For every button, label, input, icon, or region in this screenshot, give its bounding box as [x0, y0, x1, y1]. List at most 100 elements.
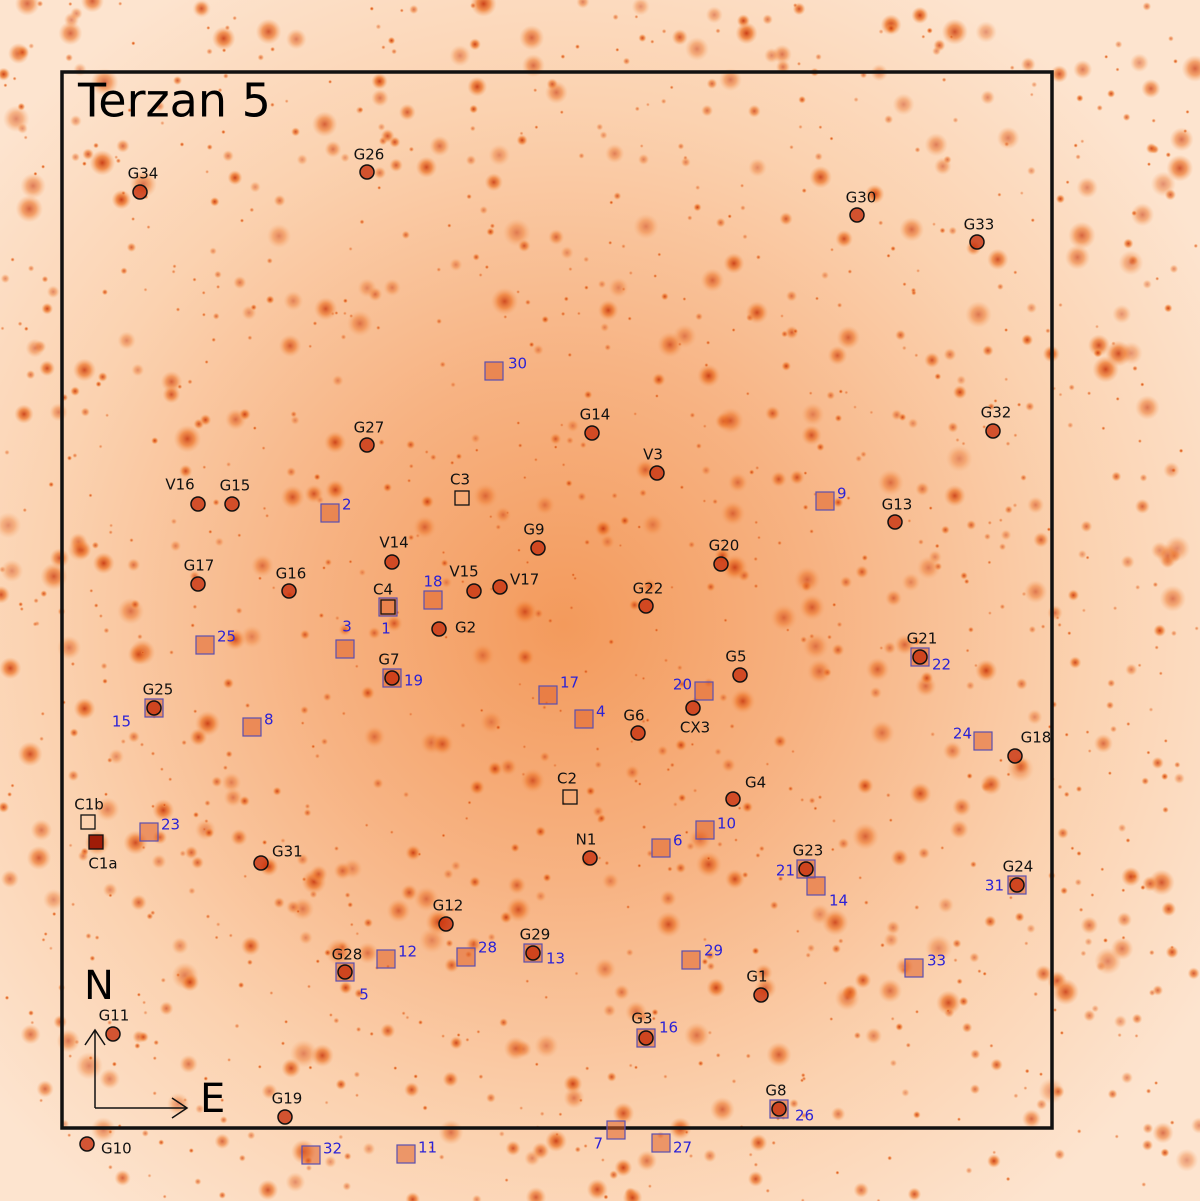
star [634, 1065, 638, 1070]
star [209, 196, 220, 207]
star [126, 558, 141, 572]
circle-label: G5 [725, 648, 746, 666]
source-square [195, 635, 215, 655]
star [188, 887, 196, 895]
star [1139, 473, 1148, 482]
star [657, 331, 683, 358]
star [885, 920, 901, 935]
star [449, 258, 463, 272]
star [93, 142, 99, 149]
star [769, 900, 779, 910]
source-circle [146, 700, 162, 716]
star [525, 979, 530, 984]
star [469, 779, 486, 796]
star [604, 343, 612, 351]
star [243, 874, 248, 879]
star [479, 205, 489, 215]
star [576, 311, 581, 316]
star [1093, 733, 1113, 754]
source-circle [530, 540, 546, 556]
star [204, 360, 209, 364]
star [1112, 304, 1132, 324]
star [1080, 950, 1087, 957]
star [402, 791, 410, 798]
star [796, 61, 802, 66]
star [265, 295, 275, 305]
square-label: 2 [342, 496, 352, 514]
star [1028, 625, 1037, 634]
star [147, 1173, 152, 1178]
star [721, 757, 736, 773]
star [697, 1060, 704, 1067]
star [600, 322, 610, 333]
star [465, 154, 477, 166]
star [299, 629, 311, 640]
star [331, 374, 344, 387]
star [654, 628, 659, 633]
star [731, 328, 736, 332]
named-square [380, 599, 396, 615]
star [0, 273, 10, 284]
star [324, 558, 333, 567]
star [755, 852, 761, 859]
star [408, 463, 414, 469]
star [41, 164, 46, 169]
star [934, 543, 940, 549]
source-square [139, 822, 159, 842]
star [1029, 92, 1034, 97]
star [1026, 302, 1037, 314]
star [1142, 1123, 1154, 1134]
star [179, 1054, 198, 1074]
star [94, 935, 100, 940]
star [1120, 554, 1135, 569]
star [418, 927, 446, 954]
star [987, 520, 992, 525]
named-square-label: C4 [373, 581, 393, 599]
star [1151, 756, 1164, 770]
square-label: 18 [423, 573, 442, 591]
star [227, 170, 243, 186]
star [559, 423, 564, 427]
star [73, 697, 96, 720]
star [192, 604, 198, 610]
star [107, 1020, 113, 1026]
star [800, 1198, 805, 1201]
star [860, 451, 867, 458]
source-circle [685, 700, 701, 716]
source-circle [638, 1030, 654, 1046]
star [239, 218, 245, 223]
star [1145, 142, 1157, 154]
star [955, 437, 960, 443]
star [205, 914, 211, 919]
star [422, 1105, 428, 1111]
star [488, 144, 511, 167]
star [222, 677, 235, 689]
square-label: 15 [112, 713, 131, 731]
source-circle [849, 207, 865, 223]
star [273, 896, 285, 909]
star [153, 1039, 159, 1046]
star [114, 155, 119, 160]
star [982, 971, 987, 976]
star [46, 285, 60, 299]
star [1080, 139, 1085, 144]
star [167, 1092, 190, 1116]
star [607, 638, 615, 646]
star [946, 1008, 951, 1013]
star [26, 845, 52, 871]
star [549, 432, 562, 445]
source-circle [887, 514, 903, 530]
star [80, 407, 91, 417]
star [740, 205, 746, 211]
source-circle [985, 423, 1001, 439]
star [362, 1142, 376, 1156]
star [80, 0, 104, 13]
star [637, 153, 650, 166]
star [1165, 152, 1172, 158]
star [865, 657, 890, 682]
star [766, 1042, 792, 1068]
star [624, 764, 640, 781]
star [1121, 1071, 1133, 1084]
star [1040, 624, 1046, 629]
star [806, 943, 816, 953]
